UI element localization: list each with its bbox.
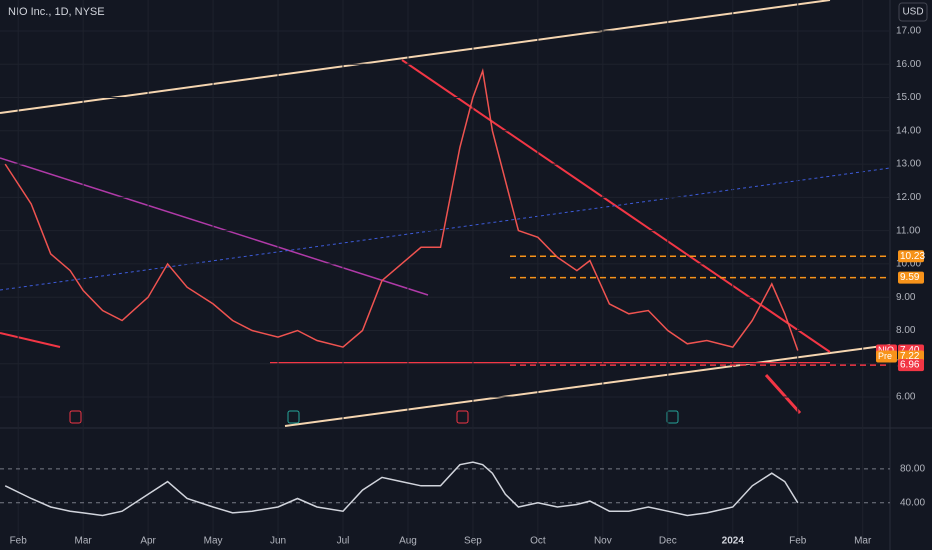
earnings-icon — [287, 410, 300, 424]
currency-box[interactable] — [898, 2, 928, 22]
y-tick-label: 17.00 — [896, 26, 921, 37]
price-tag-label: 6.96 — [900, 360, 920, 371]
y-tick-label: 15.00 — [896, 92, 921, 103]
y-tick-label: 40.00 — [900, 497, 925, 508]
x-tick-label: Apr — [140, 536, 156, 547]
y-tick-label: 12.00 — [896, 192, 921, 203]
x-tick-label: May — [204, 536, 223, 547]
trend-line — [0, 157, 429, 296]
price-line — [4, 461, 799, 517]
currency[interactable]: USD — [902, 7, 923, 18]
x-tick-label: Sep — [464, 536, 482, 547]
trend-line — [0, 0, 831, 114]
price-tag — [898, 359, 924, 372]
x-tick-label: Dec — [659, 536, 677, 547]
x-tick-label: Aug — [399, 536, 417, 547]
x-tick-label: Feb — [10, 536, 28, 547]
trend-line — [284, 344, 891, 427]
y-tick-label: 8.00 — [896, 325, 916, 336]
y-tick-label: 16.00 — [896, 59, 921, 70]
price-tag — [898, 250, 924, 263]
price-tag-label: 9.59 — [900, 272, 920, 283]
earnings-icon — [666, 410, 679, 424]
price-tag-label: 7.22 — [900, 351, 920, 362]
y-tick-label: 6.00 — [896, 392, 916, 403]
y-tick-label: 11.00 — [896, 225, 921, 236]
y-tick-label: 80.00 — [900, 464, 925, 475]
x-tick-label: Jun — [270, 536, 286, 547]
arrow — [764, 373, 802, 415]
earnings-icons — [69, 410, 679, 424]
earnings-icon — [69, 410, 82, 424]
x-tick-label: 2024 — [722, 536, 745, 547]
earnings-icon — [456, 410, 469, 424]
x-tick-label: Oct — [530, 536, 546, 547]
y-tick-label: 13.00 — [896, 159, 921, 170]
x-tick-label: Mar — [854, 536, 872, 547]
price-tag — [898, 271, 924, 284]
price-tag-name: NIO — [878, 345, 894, 355]
y-tick-label: 10.00 — [896, 259, 921, 270]
x-tick-label: Nov — [594, 536, 612, 547]
y-tick-label: 9.00 — [896, 292, 916, 303]
price-line — [4, 67, 799, 351]
x-tick-label: Feb — [789, 536, 807, 547]
price-tag-name: Pre — [878, 351, 892, 361]
price-tag-name-box — [876, 350, 897, 363]
x-tick-label: Jul — [337, 536, 350, 547]
y-tick-label: 14.00 — [896, 125, 921, 136]
trend-line — [0, 332, 61, 348]
price-tag-label: 10.23 — [900, 251, 925, 262]
x-tick-label: Mar — [75, 536, 93, 547]
chart-title: NIO Inc., 1D, NYSE — [8, 6, 105, 18]
